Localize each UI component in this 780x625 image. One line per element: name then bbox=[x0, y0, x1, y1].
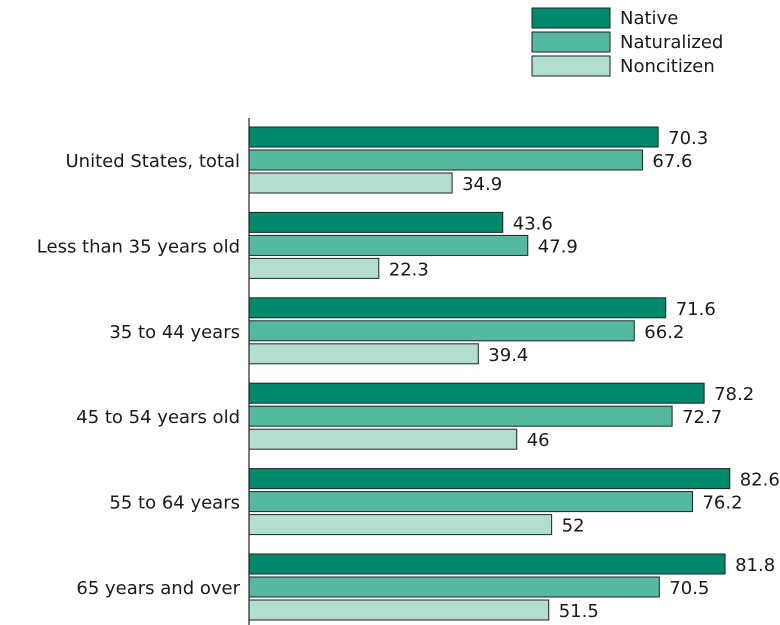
bar-naturalized-3 bbox=[248, 405, 673, 427]
value-label-noncitizen-0: 34.9 bbox=[462, 174, 502, 195]
bar-naturalized-2 bbox=[248, 320, 635, 342]
bars bbox=[248, 126, 731, 621]
category-label-5: 65 years and over bbox=[76, 578, 240, 599]
bar-native-5 bbox=[248, 553, 726, 575]
category-label-1: Less than 35 years old bbox=[37, 236, 240, 257]
legend-swatch-naturalized bbox=[531, 31, 611, 53]
value-label-native-3: 78.2 bbox=[714, 384, 754, 405]
bar-noncitizen-1 bbox=[248, 257, 380, 279]
value-label-native-5: 81.8 bbox=[735, 555, 775, 576]
bar-naturalized-5 bbox=[248, 576, 660, 598]
legend-swatch-native bbox=[531, 7, 611, 29]
bar-noncitizen-2 bbox=[248, 343, 479, 365]
category-labels: United States, total Less than 35 years o… bbox=[37, 151, 241, 599]
bar-noncitizen-0 bbox=[248, 172, 453, 194]
value-label-naturalized-3: 72.7 bbox=[682, 407, 722, 428]
value-label-naturalized-4: 76.2 bbox=[702, 493, 742, 514]
bar-naturalized-1 bbox=[248, 234, 529, 256]
value-label-native-1: 43.6 bbox=[513, 213, 553, 234]
bar-native-4 bbox=[248, 468, 731, 490]
legend-label-noncitizen: Noncitizen bbox=[620, 56, 715, 77]
bar-native-3 bbox=[248, 382, 705, 404]
category-label-0: United States, total bbox=[66, 151, 241, 172]
bar-noncitizen-5 bbox=[248, 599, 550, 621]
value-label-naturalized-0: 67.6 bbox=[652, 151, 692, 172]
bar-naturalized-0 bbox=[248, 149, 643, 171]
value-label-native-0: 70.3 bbox=[668, 128, 708, 149]
legend-label-naturalized: Naturalized bbox=[620, 32, 723, 53]
category-label-4: 55 to 64 years bbox=[109, 493, 240, 514]
legend-swatch-noncitizen bbox=[531, 55, 611, 77]
value-label-naturalized-2: 66.2 bbox=[644, 322, 684, 343]
bar-noncitizen-3 bbox=[248, 428, 518, 450]
value-label-noncitizen-3: 46 bbox=[527, 430, 550, 451]
category-label-3: 45 to 54 years old bbox=[76, 407, 240, 428]
value-label-noncitizen-1: 22.3 bbox=[389, 259, 429, 280]
legend: Native Naturalized Noncitizen bbox=[531, 7, 723, 77]
value-label-native-4: 82.6 bbox=[740, 470, 780, 491]
value-label-naturalized-5: 70.5 bbox=[669, 578, 709, 599]
bar-native-1 bbox=[248, 211, 504, 233]
bar-native-0 bbox=[248, 126, 659, 148]
category-label-2: 35 to 44 years bbox=[109, 322, 240, 343]
value-label-naturalized-1: 47.9 bbox=[538, 236, 578, 257]
value-labels: 70.367.6 34.9 43.647.9 22.3 71.666.2 39.4 78.2… bbox=[389, 128, 780, 622]
value-label-noncitizen-4: 52 bbox=[562, 516, 585, 537]
bar-noncitizen-4 bbox=[248, 514, 553, 536]
legend-label-native: Native bbox=[620, 8, 678, 29]
bar-naturalized-4 bbox=[248, 491, 693, 513]
value-label-noncitizen-2: 39.4 bbox=[488, 345, 528, 366]
value-label-noncitizen-5: 51.5 bbox=[559, 601, 599, 622]
value-label-native-2: 71.6 bbox=[676, 299, 716, 320]
bar-native-2 bbox=[248, 297, 667, 319]
